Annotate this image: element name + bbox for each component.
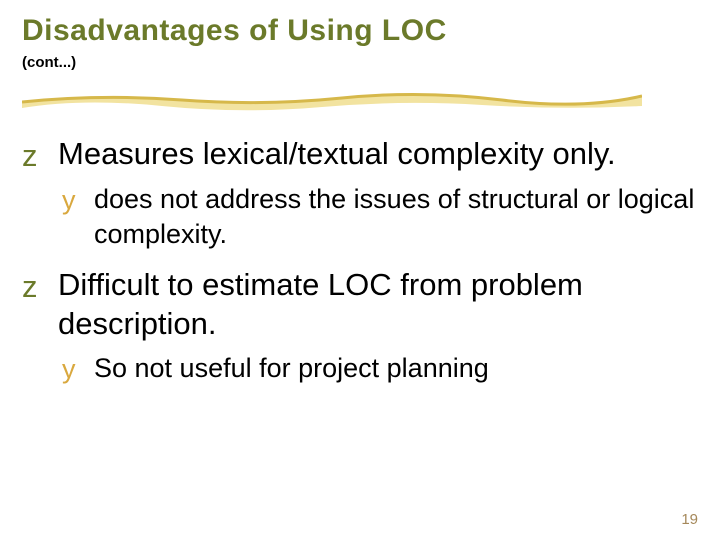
y-bullet-icon: y — [62, 352, 76, 387]
bullet-text: does not address the issues of structura… — [94, 184, 694, 249]
bullet-level1: z Measures lexical/textual complexity on… — [22, 135, 698, 174]
page-number: 19 — [681, 511, 698, 528]
bullet-level1: z Difficult to estimate LOC from problem… — [22, 266, 698, 344]
slide-content: z Measures lexical/textual complexity on… — [22, 135, 698, 401]
bullet-text: So not useful for project planning — [94, 353, 489, 383]
y-bullet-icon: y — [62, 183, 76, 218]
bullet-text: Difficult to estimate LOC from problem d… — [58, 267, 583, 341]
bullet-level2: y does not address the issues of structu… — [62, 182, 698, 252]
bullet-level2: y So not useful for project planning — [62, 351, 698, 386]
slide-title: Disadvantages of Using LOC — [22, 14, 447, 48]
bullet-text: Measures lexical/textual complexity only… — [58, 136, 616, 171]
z-bullet-icon: z — [22, 268, 38, 307]
slide-subtitle: (cont...) — [22, 54, 76, 71]
title-underline — [22, 88, 642, 112]
z-bullet-icon: z — [22, 137, 38, 176]
